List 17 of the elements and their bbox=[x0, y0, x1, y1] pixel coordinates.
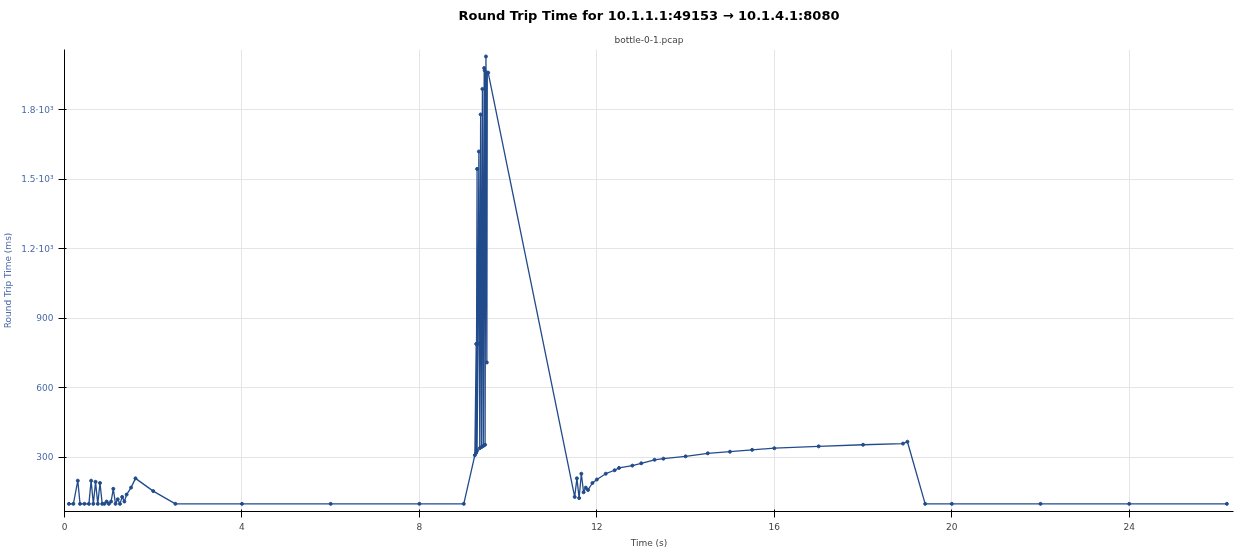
x-tick-label: 20 bbox=[946, 521, 958, 532]
y-tick-label: 1.8·10³ bbox=[21, 104, 54, 115]
x-tick-label: 0 bbox=[61, 521, 68, 532]
x-tick-label: 8 bbox=[416, 521, 423, 532]
y-axis-title: Round Trip Time (ms) bbox=[3, 232, 14, 329]
y-tick-label: 300 bbox=[36, 452, 54, 463]
x-tick-label: 24 bbox=[1123, 521, 1136, 532]
y-tick-label: 600 bbox=[36, 382, 54, 393]
y-tick-label: 1.5·10³ bbox=[21, 174, 54, 185]
chart-subtitle: bottle-0-1.pcap bbox=[614, 34, 684, 45]
x-tick-label: 4 bbox=[239, 521, 246, 532]
chart-title: Round Trip Time for 10.1.1.1:49153 → 10.1.4.1:8080 bbox=[458, 7, 840, 23]
x-axis-title: Time (s) bbox=[629, 537, 668, 548]
y-tick-label: 900 bbox=[36, 313, 54, 324]
y-tick-label: 1.2·10³ bbox=[21, 243, 54, 254]
x-tick-label: 16 bbox=[768, 521, 781, 532]
x-tick-label: 12 bbox=[591, 521, 603, 532]
